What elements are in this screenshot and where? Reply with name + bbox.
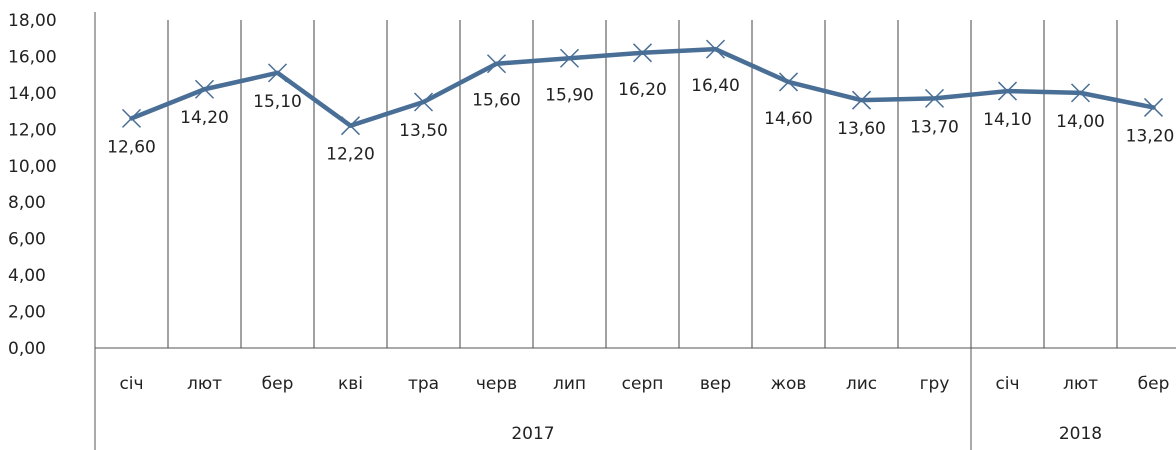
y-tick-label: 0,00 — [8, 339, 46, 359]
data-label: 12,20 — [326, 145, 375, 165]
group-label: 2017 — [511, 424, 554, 444]
marker-stroke — [340, 116, 361, 136]
data-point — [705, 39, 726, 59]
x-tick-label: жов — [771, 374, 807, 394]
data-label: 13,50 — [399, 121, 448, 141]
data-point — [632, 43, 653, 63]
x-tick-label: бер — [1138, 374, 1170, 394]
x-tick-label: січ — [119, 374, 143, 394]
data-point — [851, 90, 872, 110]
y-tick-label: 18,00 — [8, 11, 57, 31]
x-tick-label: черв — [476, 374, 517, 394]
data-point — [486, 54, 507, 74]
x-tick-label: лют — [1063, 374, 1098, 394]
data-label: 13,20 — [1126, 126, 1175, 146]
x-tick-label: гру — [920, 374, 950, 394]
data-label: 15,10 — [253, 92, 302, 112]
data-point — [997, 81, 1018, 101]
data-point — [1070, 83, 1091, 103]
marker-stroke — [121, 108, 142, 128]
data-label: 16,40 — [691, 76, 740, 96]
x-tick-label: лют — [187, 374, 222, 394]
y-tick-label: 16,00 — [8, 47, 57, 67]
marker-stroke — [486, 54, 507, 74]
marker-stroke — [1070, 83, 1091, 103]
group-label: 2018 — [1059, 424, 1102, 444]
data-point — [778, 72, 799, 92]
y-tick-label: 14,00 — [8, 84, 57, 104]
data-point — [267, 63, 288, 83]
data-label: 12,60 — [107, 137, 156, 157]
data-point — [924, 88, 945, 108]
data-label: 14,60 — [764, 109, 813, 129]
y-tick-label: 4,00 — [8, 266, 46, 286]
data-labels: 12,60 14,20 15,10 12,20 13,50 15,60 15,90 16,20… — [107, 76, 1174, 165]
data-label: 14,10 — [983, 110, 1032, 130]
y-tick-label: 8,00 — [8, 193, 46, 213]
x-tick-label: тра — [408, 374, 439, 394]
x-tick-label: вер — [700, 374, 731, 394]
x-tick-label: бер — [262, 374, 294, 394]
data-point — [340, 116, 361, 136]
data-point — [559, 48, 580, 68]
x-axis-group-labels: 2017 2018 — [511, 424, 1102, 444]
x-axis-tick-labels: січ лют бер кві тра черв лип серп вер жов лис гру сі… — [119, 374, 1169, 394]
vertical-gridlines — [167, 20, 1118, 348]
marker-stroke — [705, 39, 726, 59]
y-tick-label: 12,00 — [8, 120, 57, 140]
marker-stroke — [194, 79, 215, 99]
data-point — [1143, 97, 1164, 117]
data-label: 13,70 — [910, 117, 959, 137]
x-tick-label: лип — [553, 374, 586, 394]
data-label: 15,90 — [545, 85, 594, 105]
marker-stroke — [924, 88, 945, 108]
axes — [94, 12, 1176, 450]
y-tick-label: 2,00 — [8, 303, 46, 323]
y-tick-label: 10,00 — [8, 157, 57, 177]
data-label: 15,60 — [472, 91, 521, 111]
marker-stroke — [632, 43, 653, 63]
data-label: 14,20 — [180, 108, 229, 128]
y-axis-tick-labels: 0,00 2,00 4,00 6,00 8,00 10,00 12,00 14,00 16,00… — [8, 11, 57, 359]
y-tick-label: 6,00 — [8, 230, 46, 250]
x-tick-label: січ — [995, 374, 1019, 394]
marker-stroke — [851, 90, 872, 110]
marker-stroke — [559, 48, 580, 68]
data-point — [194, 79, 215, 99]
x-tick-label: кві — [338, 374, 363, 394]
data-point — [413, 92, 434, 112]
data-label: 14,00 — [1056, 112, 1105, 132]
marker-stroke — [413, 92, 434, 112]
data-point — [121, 108, 142, 128]
data-markers — [121, 39, 1164, 136]
marker-stroke — [997, 81, 1018, 101]
marker-stroke — [778, 72, 799, 92]
x-tick-label: лис — [846, 374, 877, 394]
marker-stroke — [1143, 97, 1164, 117]
x-tick-label: серп — [622, 374, 664, 394]
marker-stroke — [267, 63, 288, 83]
data-label: 13,60 — [837, 119, 886, 139]
data-label: 16,20 — [618, 80, 667, 100]
